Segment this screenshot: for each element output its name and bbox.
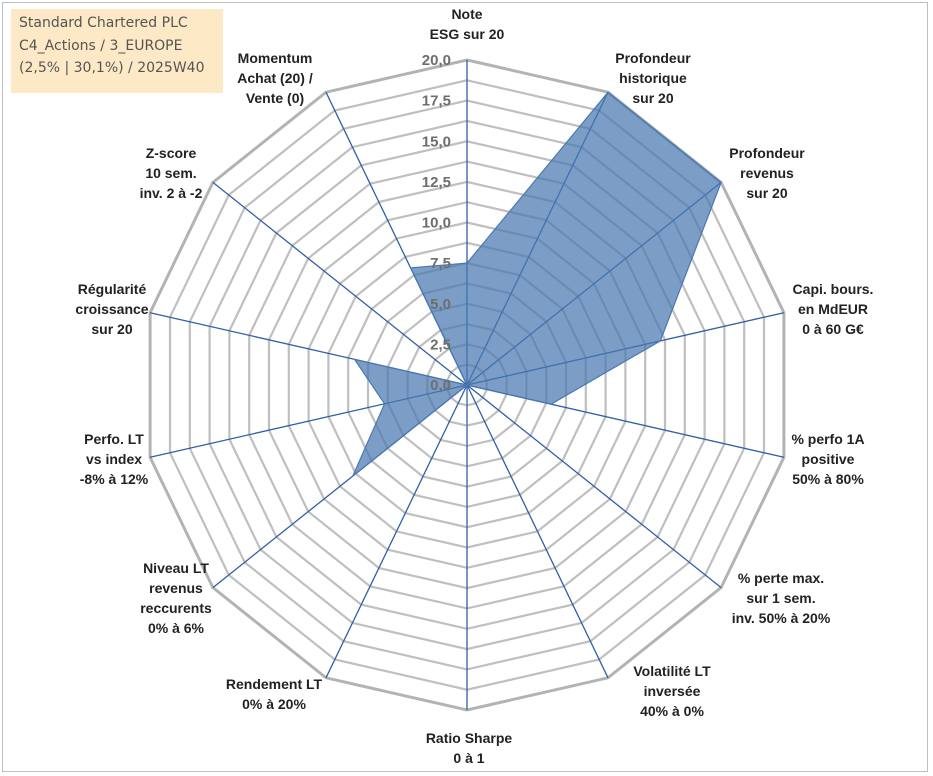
- radar-series: [352, 91, 722, 477]
- axis-spoke: [325, 384, 468, 679]
- axis-spoke: [466, 384, 722, 589]
- axis-label-line: -8% à 12%: [80, 471, 149, 487]
- axis-label: Profondeur revenus sur 20: [729, 145, 805, 201]
- radial-tick-label: 12,5: [422, 174, 451, 191]
- axis-spoke: [466, 384, 609, 679]
- radial-tick-label: 20,0: [422, 52, 451, 69]
- axis-label-line: 0% à 20%: [242, 696, 306, 712]
- chart-title-box: Standard Chartered PLC C4_Actions / 3_EU…: [11, 9, 223, 93]
- axis-label: Capi. bours. en MdEUR 0 à 60 G€: [793, 281, 874, 337]
- axis-label-line: revenus: [149, 580, 203, 596]
- axis-label: Ratio Sharpe 0 à 1: [426, 730, 513, 766]
- axis-label-line: Rendement LT: [226, 676, 323, 692]
- series-area: [352, 91, 722, 477]
- axis-label-line: Note: [451, 6, 482, 22]
- axis-label-line: sur 20: [91, 321, 132, 337]
- axis-label-line: Régularité: [78, 281, 147, 297]
- axis-labels: Note ESG sur 20 Profondeur historique sur 20…: [75, 6, 873, 766]
- title-period: (2,5% | 30,1%) / 2025W40: [19, 60, 205, 76]
- axis-label-line: Momentum: [238, 50, 313, 66]
- axis-label-line: inversée: [644, 683, 701, 699]
- axis-label-line: Perfo. LT: [84, 431, 144, 447]
- axis-label-line: Z-score: [146, 145, 197, 161]
- axis-label-line: inv. 2 à -2: [140, 185, 203, 201]
- axis-label-line: revenus: [740, 165, 794, 181]
- axis-label-line: 0 à 1: [453, 750, 484, 766]
- title-company: Standard Chartered PLC: [19, 15, 188, 31]
- axis-label: Perfo. LT vs index -8% à 12%: [80, 431, 149, 487]
- radial-tick-label: 2,5: [430, 336, 451, 353]
- axis-label: Profondeur historique sur 20: [615, 50, 691, 106]
- axis-label-line: ESG sur 20: [430, 26, 505, 42]
- radial-tick-labels: 0,0 2,5 5,0 7,5 10,0 12,5 15,0 17,5 20,0: [422, 52, 451, 394]
- axis-label-line: sur 1 sem.: [746, 590, 815, 606]
- axis-label: Momentum Achat (20) / Vente (0): [237, 50, 313, 106]
- axis-spoke: [212, 181, 468, 386]
- axis-label: Z-score 10 sem. inv. 2 à -2: [140, 145, 203, 201]
- axis-label-line: vs index: [86, 451, 142, 467]
- axis-label-line: 0% à 6%: [148, 620, 205, 636]
- axis-label-line: sur 20: [632, 90, 673, 106]
- axis-label: Rendement LT 0% à 20%: [226, 676, 323, 712]
- axis-label-line: Niveau LT: [143, 560, 209, 576]
- axis-label-line: Profondeur: [615, 50, 691, 66]
- title-category: C4_Actions / 3_EUROPE: [19, 37, 183, 54]
- axis-label-line: croissance: [75, 301, 148, 317]
- axis-label-line: inv. 50% à 20%: [732, 610, 831, 626]
- axis-label: Note ESG sur 20: [430, 6, 505, 42]
- axis-label-line: % perfo 1A: [791, 431, 864, 447]
- radial-tick-label: 10,0: [422, 215, 451, 232]
- radial-tick-label: 0,0: [430, 377, 451, 394]
- radial-tick-label: 17,5: [422, 93, 451, 110]
- axis-label-line: 0 à 60 G€: [802, 321, 864, 337]
- axis-label-line: reccurents: [140, 600, 212, 616]
- axis-label-line: 50% à 80%: [792, 471, 864, 487]
- axis-label-line: % perte max.: [738, 570, 824, 586]
- axis-label-line: Capi. bours.: [793, 281, 874, 297]
- axis-label-line: 10 sem.: [145, 165, 196, 181]
- axis-label: Niveau LT revenus reccurents 0% à 6%: [140, 560, 212, 636]
- axis-label-line: 40% à 0%: [640, 703, 704, 719]
- axis-label: Volatilité LT inversée 40% à 0%: [633, 663, 711, 719]
- axis-label-line: positive: [802, 451, 855, 467]
- radial-tick-label: 15,0: [422, 133, 451, 150]
- axis-label: % perte max. sur 1 sem. inv. 50% à 20%: [732, 570, 831, 626]
- axis-label: Régularité croissance sur 20: [75, 281, 148, 337]
- axis-label-line: Profondeur: [729, 145, 805, 161]
- axis-label-line: historique: [619, 70, 687, 86]
- axis-label-line: Ratio Sharpe: [426, 730, 513, 746]
- axis-label-line: Vente (0): [246, 90, 304, 106]
- radial-tick-label: 5,0: [430, 296, 451, 313]
- radial-tick-label: 7,5: [430, 255, 451, 272]
- axis-label-line: Achat (20) /: [237, 70, 313, 86]
- axis-label: % perfo 1A positive 50% à 80%: [791, 431, 864, 487]
- axis-label-line: Volatilité LT: [633, 663, 711, 679]
- axis-label-line: sur 20: [746, 185, 787, 201]
- axis-label-line: en MdEUR: [798, 301, 868, 317]
